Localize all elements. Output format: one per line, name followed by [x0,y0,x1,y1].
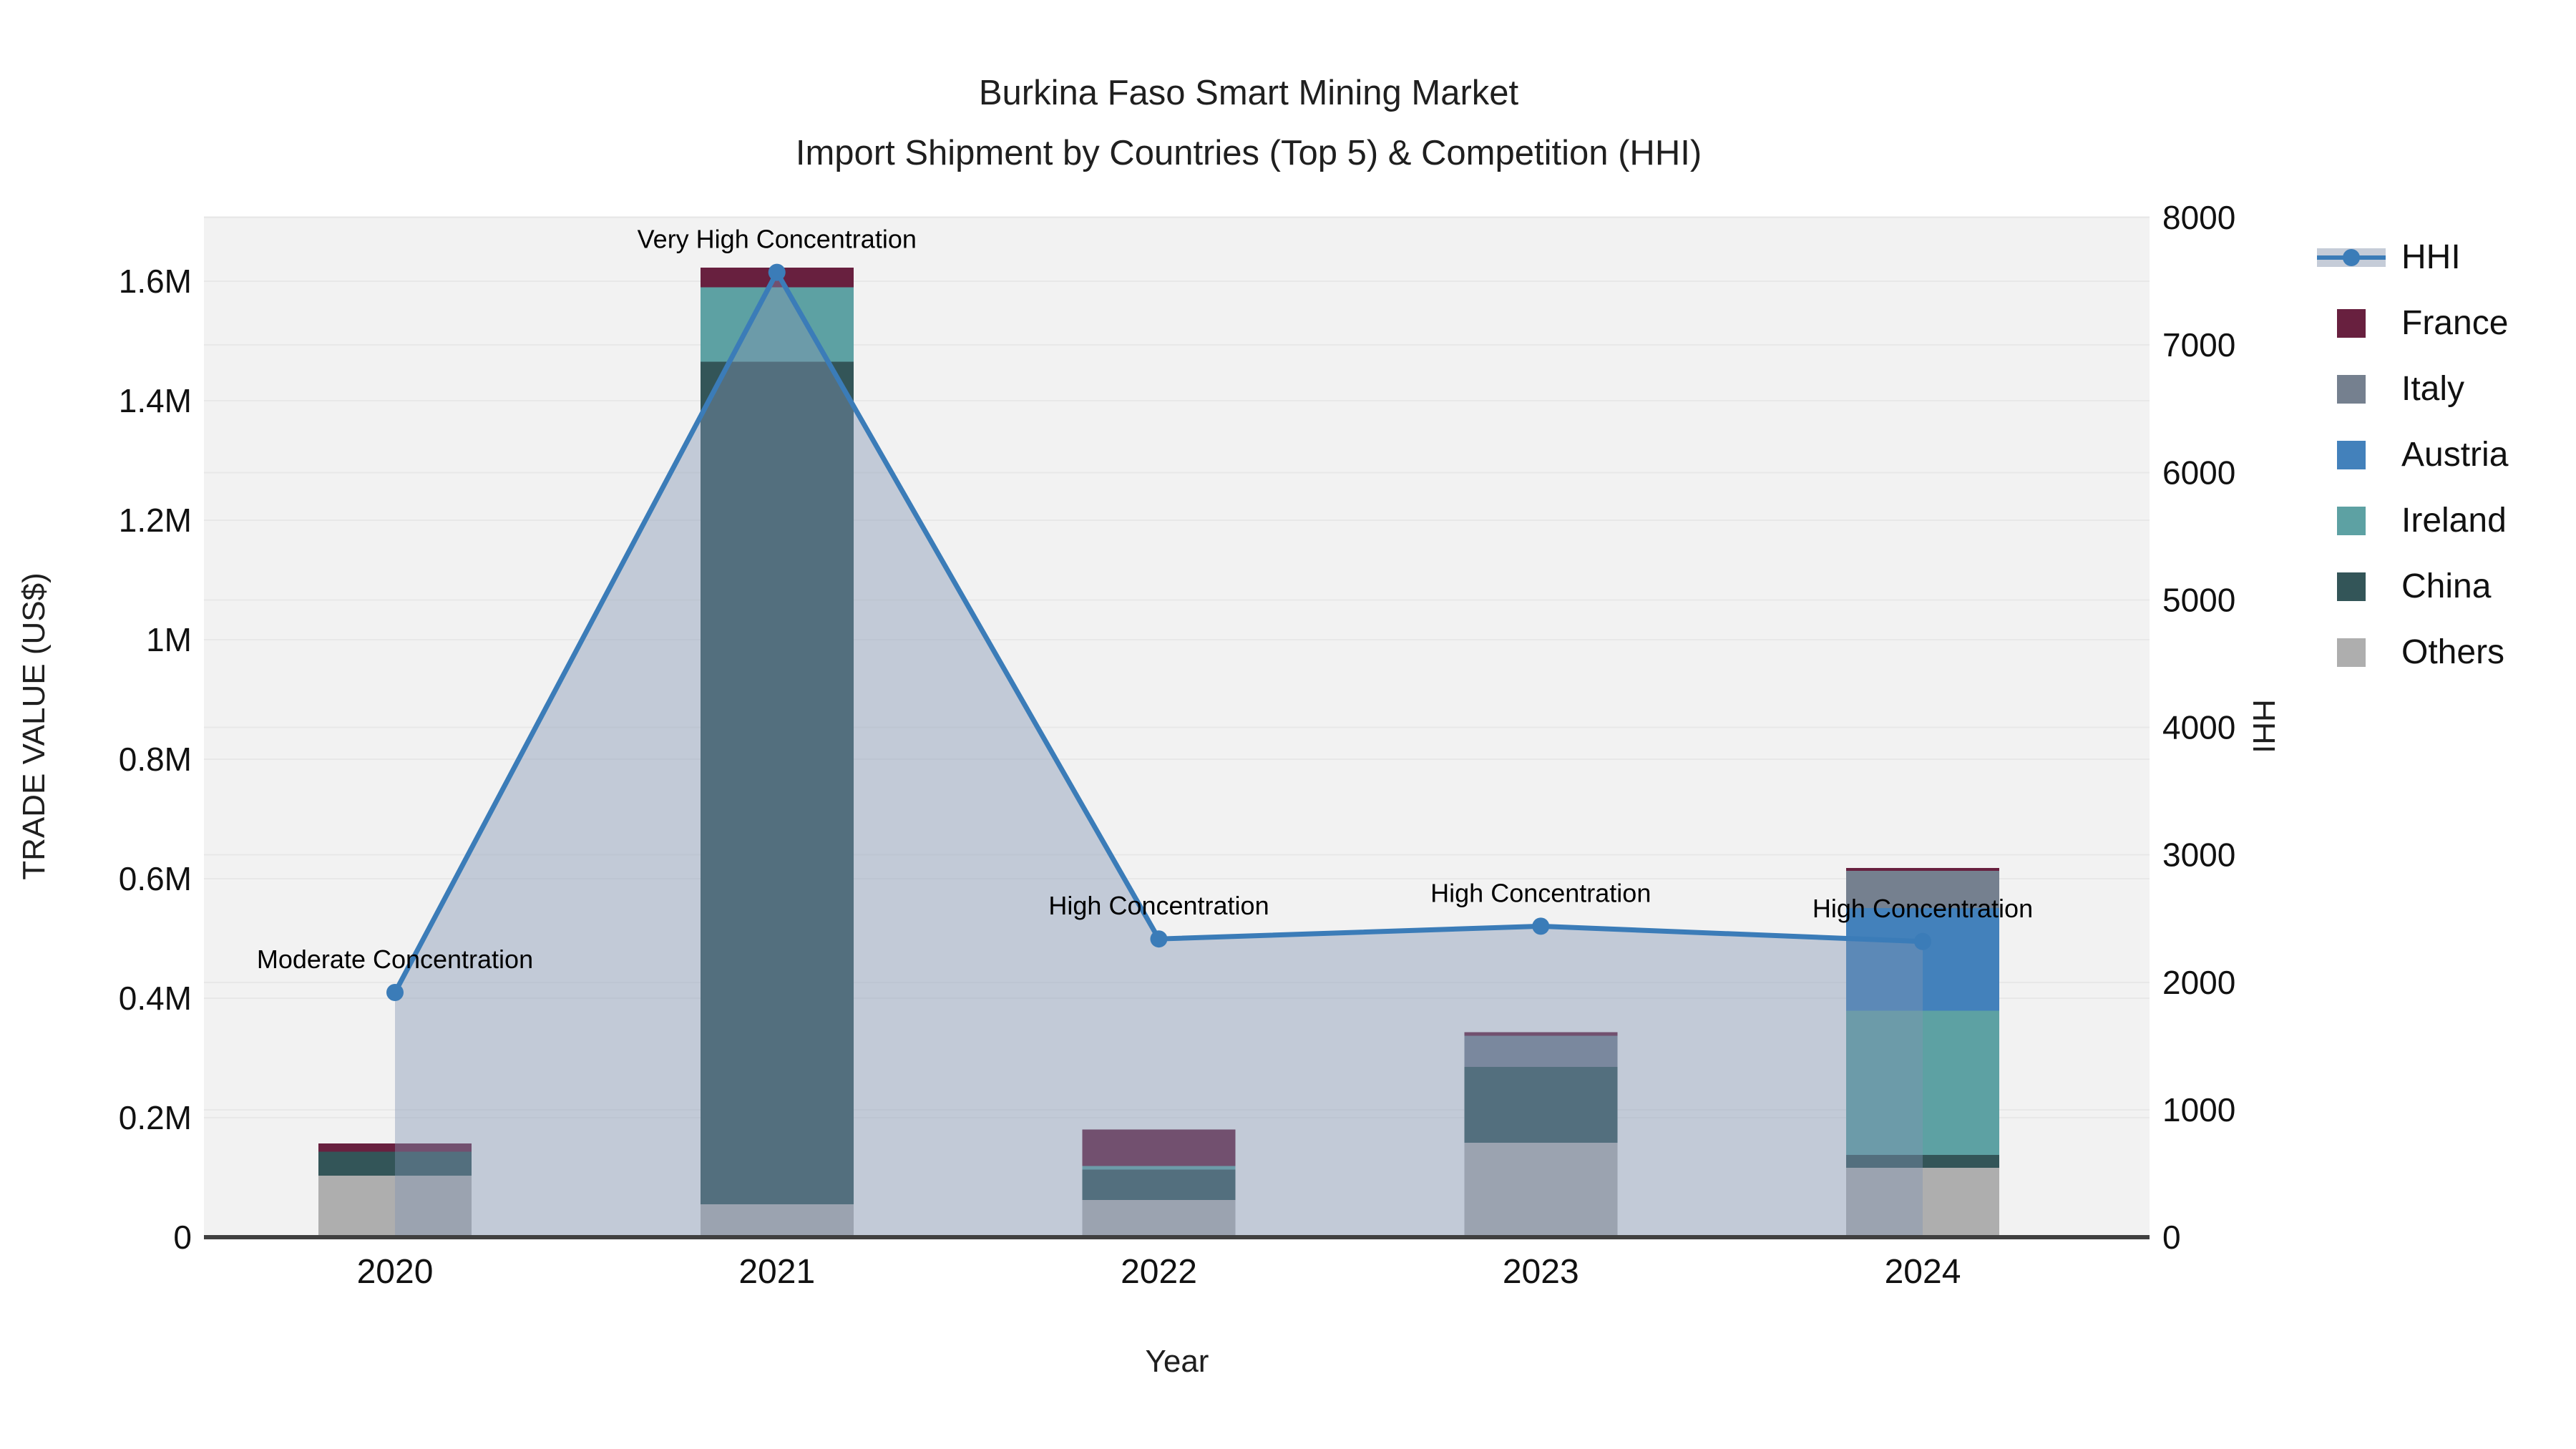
legend-item-italy: Italy [2317,369,2508,409]
left-tick-label: 0 [173,1219,192,1256]
annotation-2021: Very High Concentration [638,225,917,254]
hhi-marker-2020 [386,984,404,1001]
x-axis-line [204,1235,2150,1239]
left-tick-label: 1M [146,621,192,658]
legend-label: Austria [2401,436,2509,474]
bar-segment-ireland-2022 [1082,1166,1236,1170]
legend-label: Italy [2401,370,2465,408]
bar-segment-china-2023 [1464,1067,1618,1143]
bar-segment-china-2024 [1846,1154,1999,1169]
chart-title-line2: Import Shipment by Countries (Top 5) & C… [795,134,1702,172]
left-tick-label: 1.4M [119,382,192,419]
legend-item-ireland: Ireland [2317,501,2508,541]
annotation-2022: High Concentration [1048,891,1269,920]
year-tick-label: 2023 [1503,1253,1579,1291]
bar-segment-italy-2023 [1464,1035,1618,1068]
bar-segment-france-2020 [318,1143,472,1152]
color-swatch [2317,638,2386,667]
legend-item-austria: Austria [2317,435,2508,475]
legend-item-china: China [2317,567,2508,607]
color-swatch [2317,309,2386,338]
bar-segment-france-2024 [1846,867,1999,872]
legend-item-others: Others [2317,633,2508,673]
year-tick-label: 2022 [1121,1253,1197,1291]
right-tick-label: 8000 [2162,199,2235,236]
left-tick-label: 0.4M [119,980,192,1017]
chart-title: Burkina Faso Smart Mining Market Import … [0,63,2497,183]
left-tick-label: 1.6M [119,263,192,300]
bar-segment-ireland-2021 [700,287,854,362]
bar-segment-others-2022 [1082,1200,1236,1237]
year-tick-labels: 2020 2021 2022 2023 2024 [357,1253,1961,1291]
bar-segment-france-2022 [1082,1129,1236,1166]
hhi-marker-2021 [768,263,786,281]
bar-segment-others-2024 [1846,1168,1999,1237]
year-tick-label: 2020 [357,1253,434,1291]
bar-segment-others-2023 [1464,1143,1618,1237]
right-tick-label: 3000 [2162,836,2235,874]
hhi-marker-2023 [1532,917,1550,935]
right-tick-labels: 0 1000 2000 3000 4000 5000 6000 7000 8000 [2162,199,2235,1256]
bar-segment-ireland-2024 [1846,1010,1999,1155]
left-tick-label: 0.8M [119,741,192,778]
legend: HHI France Italy Austria Ireland China Others [2317,238,2508,673]
hhi-marker-2022 [1150,930,1168,948]
annotation-2023: High Concentration [1430,878,1651,907]
bar-segment-china-2022 [1082,1169,1236,1201]
right-tick-label: 6000 [2162,454,2235,491]
legend-item-france: France [2317,303,2508,343]
bars [318,267,1999,1237]
right-axis-title: HHI [2246,699,2281,753]
color-swatch [2317,572,2386,601]
right-tick-label: 1000 [2162,1091,2235,1128]
left-axis-title: TRADE VALUE (US$) [16,572,52,880]
bar-segment-others-2021 [700,1204,854,1237]
legend-label: China [2401,567,2492,605]
bar-segment-others-2020 [318,1175,472,1237]
left-tick-labels: 0 0.2M 0.4M 0.6M 0.8M 1M 1.2M 1.4M 1.6M [119,263,192,1256]
color-swatch [2317,507,2386,535]
year-tick-label: 2024 [1885,1253,1961,1291]
color-swatch [2317,375,2386,404]
right-tick-label: 0 [2162,1219,2181,1256]
bar-segment-china-2021 [700,361,854,1205]
hhi-marker-2024 [1914,932,1931,950]
bar-segment-france-2023 [1464,1032,1618,1036]
right-tick-label: 5000 [2162,581,2235,618]
x-axis-title: Year [1145,1344,1209,1379]
annotations: Moderate Concentration Very High Concentr… [257,225,2033,974]
bar-segment-china-2020 [318,1151,472,1176]
legend-item-hhi: HHI [2317,238,2508,278]
annotation-2024: High Concentration [1813,894,2033,923]
hhi-area [395,272,1923,1237]
right-tick-label: 2000 [2162,964,2235,1001]
chart-title-line1: Burkina Faso Smart Mining Market [978,74,1519,112]
year-tick-label: 2021 [738,1253,815,1291]
left-tick-label: 0.6M [119,860,192,897]
color-swatch [2317,441,2386,469]
gridlines [204,217,2150,1118]
right-tick-label: 4000 [2162,709,2235,746]
right-tick-label: 7000 [2162,326,2235,364]
bar-segment-italy-2024 [1846,871,1999,908]
legend-label: Ireland [2401,502,2507,540]
annotation-2020: Moderate Concentration [257,945,533,974]
legend-label: Others [2401,633,2505,671]
left-tick-label: 1.2M [119,502,192,539]
legend-label: HHI [2401,238,2461,276]
hhi-line-swatch [2317,248,2386,267]
left-tick-label: 0.2M [119,1099,192,1136]
legend-label: France [2401,304,2509,342]
bar-segment-austria-2024 [1846,907,1999,1011]
